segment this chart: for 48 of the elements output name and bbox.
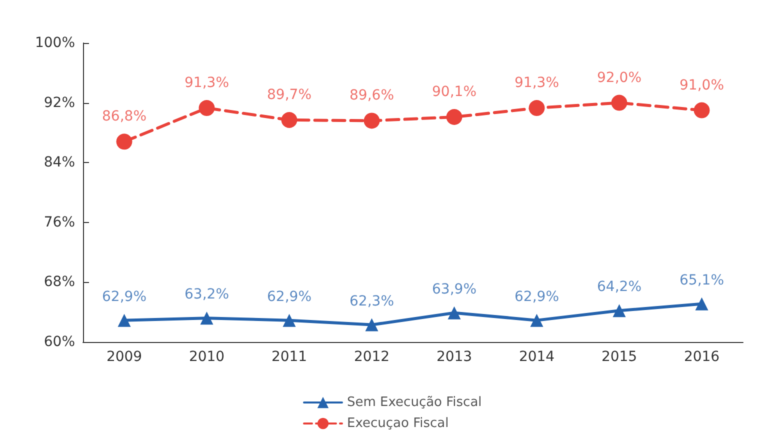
point xyxy=(364,112,380,129)
data-label: 89,7% xyxy=(267,86,312,103)
data-label: 91,3% xyxy=(184,75,229,92)
point xyxy=(200,312,214,325)
y-tick-label: 92% xyxy=(44,94,75,111)
point xyxy=(530,314,544,327)
data-label: 63,2% xyxy=(184,286,229,303)
point xyxy=(695,297,708,310)
data-label: 64,2% xyxy=(597,279,642,296)
point xyxy=(116,134,132,150)
legend-label: Execuçao Fiscal xyxy=(347,416,449,431)
data-label: 86,8% xyxy=(102,108,146,125)
y-tick-label: 84% xyxy=(44,154,75,171)
data-label: 62,9% xyxy=(102,288,146,305)
data-label: 92,0% xyxy=(597,70,642,86)
data-label: 91,3% xyxy=(514,75,559,92)
legend-label: Sem Execução Fiscal xyxy=(347,395,482,410)
point xyxy=(528,100,545,116)
point xyxy=(611,94,628,111)
x-tick-label: 2015 xyxy=(601,349,638,365)
x-tick-label: 2011 xyxy=(271,349,308,365)
data-label: 63,9% xyxy=(432,281,476,298)
point xyxy=(198,100,215,116)
data-label: 62,3% xyxy=(350,293,394,310)
point xyxy=(365,318,378,332)
point xyxy=(694,102,710,118)
y-tick-label: 100% xyxy=(34,35,75,51)
point xyxy=(446,109,462,125)
y-tick-label: 68% xyxy=(44,274,75,290)
x-tick-label: 2010 xyxy=(188,349,225,365)
x-tick-label: 2009 xyxy=(106,349,142,365)
data-label: 65,1% xyxy=(680,272,724,288)
x-tick-label: 2014 xyxy=(518,349,555,365)
x-tick-label: 2012 xyxy=(354,349,390,365)
y-tick-label: 76% xyxy=(44,214,75,230)
data-label: 62,9% xyxy=(514,288,559,305)
point xyxy=(448,306,461,320)
point xyxy=(282,314,296,327)
point xyxy=(118,314,131,327)
data-label: 89,6% xyxy=(350,88,394,104)
point xyxy=(612,304,626,318)
x-tick-label: 2016 xyxy=(684,349,720,365)
data-label: 90,1% xyxy=(432,84,476,100)
data-label: 91,0% xyxy=(680,77,724,94)
point xyxy=(281,112,298,128)
data-label: 62,9% xyxy=(267,288,312,305)
y-tick-label: 60% xyxy=(44,334,75,350)
x-tick-label: 2013 xyxy=(436,349,472,365)
